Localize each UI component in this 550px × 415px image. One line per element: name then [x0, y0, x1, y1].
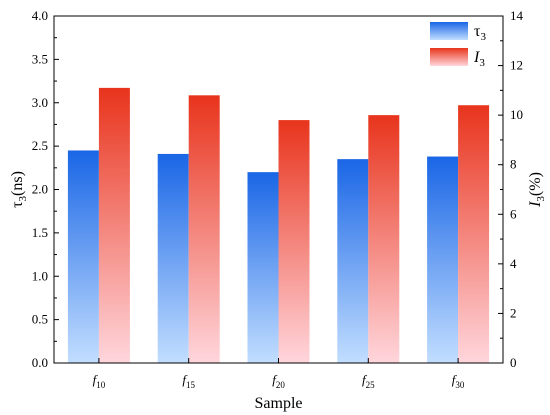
- y-left-axis-label-wrap: τ3(ns): [9, 171, 29, 208]
- y-right-axis-label: I3(%): [527, 172, 547, 208]
- y-right-tick-label: 0: [510, 355, 517, 370]
- x-tick-label: f15: [182, 372, 195, 390]
- y-left-tick-label: 0.5: [32, 312, 48, 327]
- x-tick-label: f30: [452, 372, 465, 390]
- y-right-tick-label: 10: [510, 107, 523, 122]
- bar-tau3-f30: [427, 156, 459, 363]
- bar-tau3-f15: [157, 153, 189, 363]
- bar-tau3-f25: [337, 159, 369, 363]
- y-left-tick-label: 2.5: [32, 138, 48, 153]
- y-left-axis-label: τ3(ns): [9, 171, 29, 208]
- y-right-tick-label: 8: [510, 157, 517, 172]
- x-tick-label: f20: [272, 372, 285, 390]
- y-left-tick-label: 2.0: [32, 182, 48, 197]
- bar-i3-f30: [458, 105, 490, 363]
- bar-i3-f20: [278, 120, 310, 363]
- y-right-tick-label: 4: [510, 256, 517, 271]
- bar-tau3-f20: [247, 172, 279, 363]
- y-left-tick-label: 1.0: [32, 268, 48, 283]
- y-right-tick-label: 14: [510, 8, 524, 23]
- legend-swatch-τ3: [430, 22, 468, 40]
- x-tick-label: f25: [362, 372, 375, 390]
- bar-tau3-f10: [67, 150, 99, 363]
- legend-label-I3: I3: [473, 49, 485, 69]
- x-tick-label: f10: [93, 372, 106, 390]
- bar-i3-f10: [98, 87, 130, 363]
- legend-label-τ3: τ3: [474, 23, 486, 43]
- y-right-tick-label: 12: [510, 58, 523, 73]
- bars-group: [67, 87, 490, 364]
- y-right-tick-label: 2: [510, 305, 517, 320]
- bar-i3-f15: [188, 95, 220, 364]
- y-left-tick-label: 0.0: [32, 355, 48, 370]
- y-left-tick-label: 4.0: [32, 8, 48, 23]
- bar-i3-f25: [368, 115, 400, 364]
- y-right-axis-label-wrap: I3(%): [527, 172, 547, 208]
- labels-group: Sample τ3(ns) I3(%): [9, 171, 547, 412]
- legend-swatch-I3: [430, 48, 468, 66]
- y-right-tick-label: 6: [510, 206, 517, 221]
- y-left-tick-label: 3.5: [32, 51, 48, 66]
- x-axis-label: Sample: [255, 395, 303, 412]
- ticks-group: 0.0 0.5 1.0 1.5 2.0 2.5 3.0 3.5 4.0 0 2 4 6 8 10 12 14 f1…: [32, 8, 524, 390]
- y-left-tick-label: 3.0: [32, 95, 48, 110]
- y-left-tick-label: 1.5: [32, 225, 48, 240]
